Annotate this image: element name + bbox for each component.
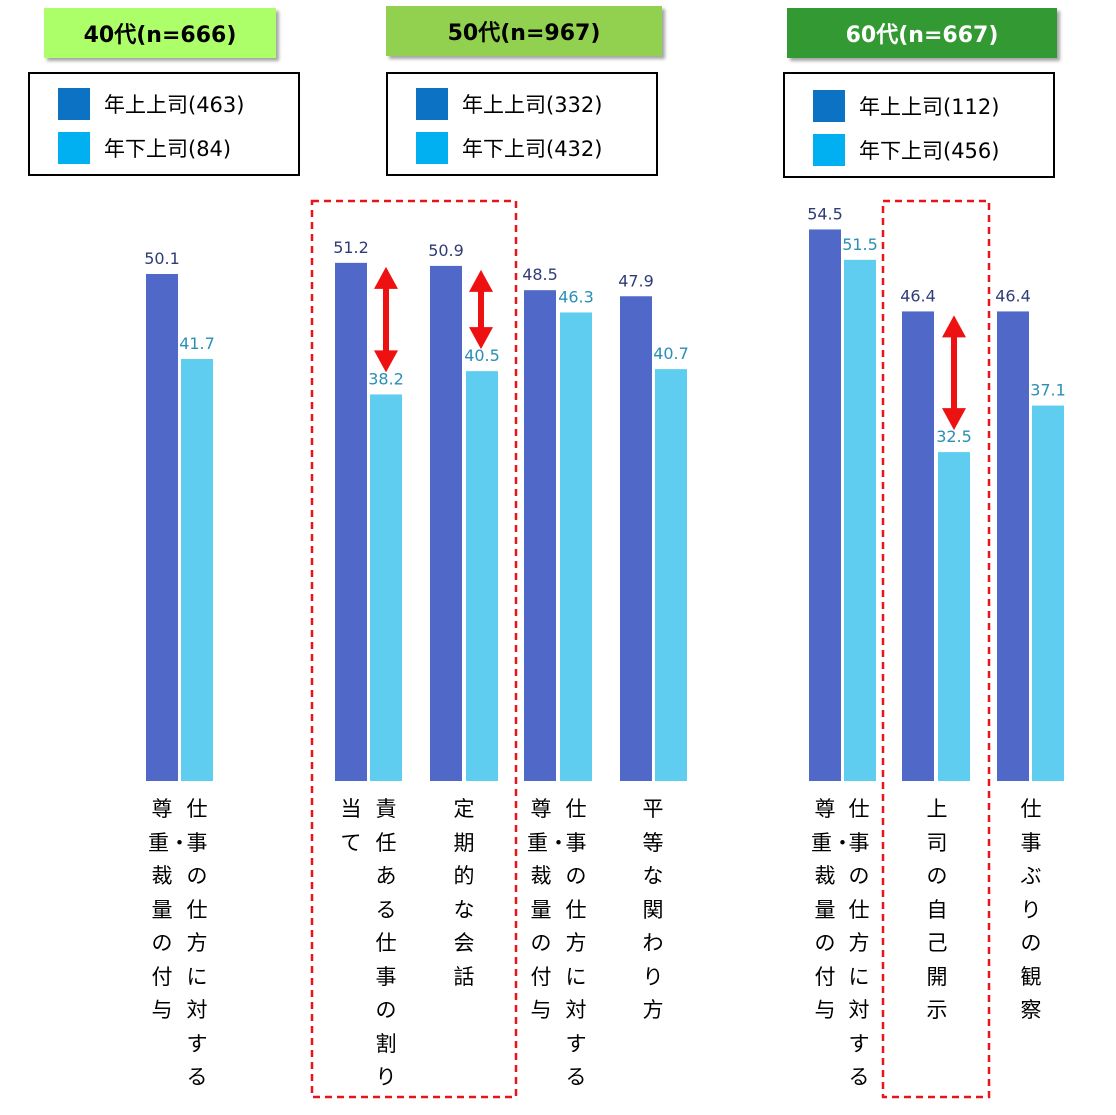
bar-younger-boss <box>1032 405 1064 781</box>
legend-label-younger: 年下上司(84) <box>104 137 232 161</box>
bar-younger-boss <box>370 394 402 781</box>
value-label: 46.4 <box>995 286 1031 305</box>
axis-label: 仕事の仕方に対する <box>565 797 587 1089</box>
value-label: 38.2 <box>368 369 404 388</box>
axis-label: 上司の自己開示 <box>926 797 948 1022</box>
value-label: 51.5 <box>842 235 878 254</box>
gap-arrow <box>374 266 398 373</box>
axis-label: 仕事の仕方に対する <box>186 797 208 1089</box>
legend-item-older: 年上上司(112) <box>813 90 999 122</box>
legend-label-older: 年上上司(463) <box>104 93 245 117</box>
value-label: 48.5 <box>522 265 558 284</box>
bar-older-boss <box>524 290 556 781</box>
legend-40s: 年上上司(463) 年下上司(84) <box>28 72 300 176</box>
bar-older-boss <box>620 296 652 781</box>
value-label: 47.9 <box>618 271 654 290</box>
bar-younger-boss <box>655 369 687 781</box>
value-label: 37.1 <box>1030 381 1066 400</box>
highlight-box <box>881 199 991 1099</box>
value-label: 32.5 <box>936 427 972 446</box>
legend-swatch-younger <box>58 132 90 164</box>
value-label: 54.5 <box>807 204 843 223</box>
value-label: 51.2 <box>333 238 369 257</box>
legend-swatch-older <box>58 88 90 120</box>
bar-younger-boss <box>560 312 592 781</box>
bar-older-boss <box>430 265 462 782</box>
bar-younger-boss <box>844 259 876 781</box>
legend-item-younger: 年下上司(432) <box>416 132 602 164</box>
axis-label: 尊重・裁量の付与 <box>811 797 853 1022</box>
legend-swatch-younger <box>416 132 448 164</box>
legend-label-younger: 年下上司(432) <box>462 137 603 161</box>
legend-item-older: 年上上司(332) <box>416 88 602 120</box>
legend-60s: 年上上司(112) 年下上司(456) <box>783 72 1055 178</box>
legend-label-younger: 年下上司(456) <box>859 139 1000 163</box>
legend-label-older: 年上上司(112) <box>859 95 1000 119</box>
legend-item-older: 年上上司(463) <box>58 88 244 120</box>
group-badge-50s: 50代(n=967) <box>386 6 662 56</box>
value-label: 50.9 <box>428 241 464 260</box>
legend-swatch-older <box>416 88 448 120</box>
bar-younger-boss <box>466 371 498 781</box>
axis-label: 平等な関わり方 <box>642 797 664 1022</box>
highlight-box <box>310 199 518 1099</box>
legend-50s: 年上上司(332) 年下上司(432) <box>386 72 658 176</box>
group-badge-60s: 60代(n=667) <box>787 8 1057 58</box>
value-label: 40.7 <box>653 344 689 363</box>
value-label: 50.1 <box>144 249 180 268</box>
axis-label: 責任ある仕事の割り <box>375 797 397 1089</box>
legend-swatch-younger <box>813 134 845 166</box>
bar-older-boss <box>146 273 178 781</box>
value-label: 40.5 <box>464 346 500 365</box>
axis-label: 尊重・裁量の付与 <box>148 797 190 1022</box>
bar-older-boss <box>997 311 1029 781</box>
bar-younger-boss <box>938 452 970 781</box>
value-label: 46.3 <box>558 287 594 306</box>
axis-label: 定期的な会話 <box>453 797 475 989</box>
legend-item-younger: 年下上司(456) <box>813 134 999 166</box>
gap-arrow <box>469 269 493 350</box>
axis-label: 当て <box>340 797 362 855</box>
legend-swatch-older <box>813 90 845 122</box>
gap-arrow <box>942 315 966 431</box>
value-label: 41.7 <box>179 334 215 353</box>
bar-older-boss <box>809 229 841 781</box>
legend-item-younger: 年下上司(84) <box>58 132 231 164</box>
bar-younger-boss <box>181 358 213 781</box>
value-label: 46.4 <box>900 286 936 305</box>
bar-older-boss <box>335 262 367 782</box>
axis-label: 仕事の仕方に対する <box>848 797 870 1089</box>
group-badge-40s: 40代(n=666) <box>44 8 276 58</box>
bar-older-boss <box>902 311 934 781</box>
axis-label: 尊重・裁量の付与 <box>527 797 569 1022</box>
legend-label-older: 年上上司(332) <box>462 93 603 117</box>
axis-label: 仕事ぶりの観察 <box>1020 797 1042 1022</box>
